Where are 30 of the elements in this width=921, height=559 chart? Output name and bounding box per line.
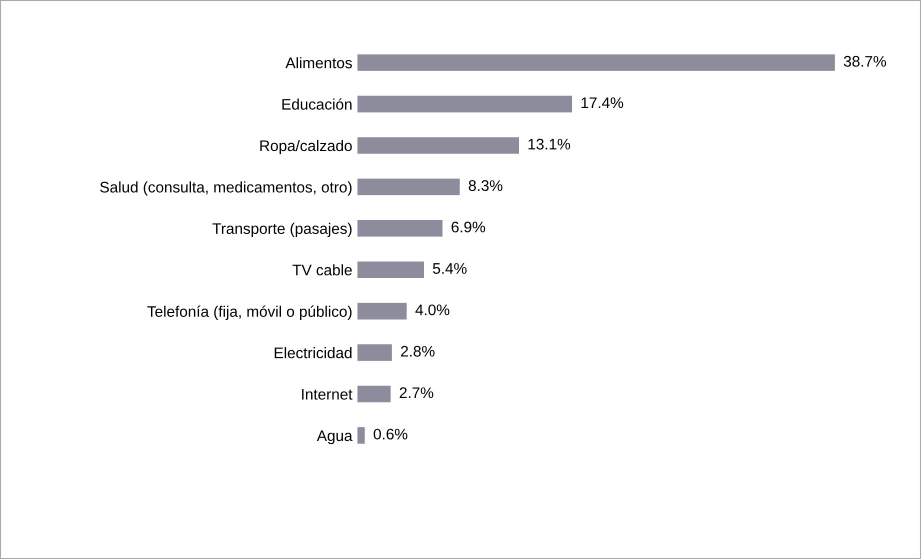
data-label: 0.6% xyxy=(374,428,408,440)
data-label: 13.1% xyxy=(528,138,570,150)
bar xyxy=(357,302,407,320)
bar xyxy=(357,137,519,154)
bar xyxy=(357,220,442,237)
data-label: 5.4% xyxy=(432,263,467,274)
data-label: 2.8% xyxy=(401,346,435,357)
data-label: 17.4% xyxy=(582,97,624,108)
data-label: 38.7% xyxy=(844,56,886,67)
data-label: 4.0% xyxy=(415,304,450,316)
y-tick-label: Ropa/calzado xyxy=(260,140,352,154)
bar xyxy=(357,96,572,112)
bar xyxy=(357,261,424,278)
y-tick-label: Salud (consulta, medicamentos, otro) xyxy=(100,181,352,196)
y-tick-label: TV cable xyxy=(292,264,352,276)
y-tick-label: Internet xyxy=(302,389,352,400)
y-tick-label: Electricidad xyxy=(274,347,352,358)
data-label: 2.7% xyxy=(400,387,434,398)
data-label: 8.3% xyxy=(468,180,502,192)
bar xyxy=(357,178,460,196)
y-tick-label: Alimentos xyxy=(285,57,352,68)
bar xyxy=(357,344,392,361)
bar xyxy=(357,54,835,71)
y-tick-label: Transporte (pasajes) xyxy=(212,222,352,238)
y-tick-label: Agua xyxy=(316,430,352,444)
y-tick-label: Telefonía (fija, móvil o público) xyxy=(147,306,352,320)
y-tick-label: Educación xyxy=(282,98,352,110)
bar xyxy=(357,427,365,444)
bar xyxy=(357,386,391,402)
data-label: 6.9% xyxy=(452,222,486,232)
